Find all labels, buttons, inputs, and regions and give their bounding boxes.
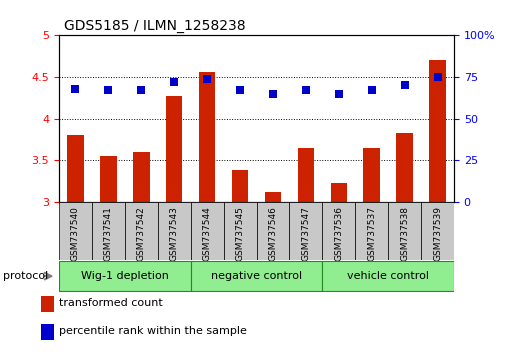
Bar <box>41 296 54 312</box>
Bar <box>59 261 191 291</box>
Bar <box>265 192 281 202</box>
Bar <box>355 202 388 260</box>
Bar <box>199 72 215 202</box>
Point <box>104 87 112 93</box>
Point <box>137 87 145 93</box>
Bar <box>232 170 248 202</box>
Text: Wig-1 depletion: Wig-1 depletion <box>81 271 169 281</box>
Text: GSM737540: GSM737540 <box>71 206 80 261</box>
Bar <box>388 202 421 260</box>
Text: GSM737547: GSM737547 <box>301 206 310 261</box>
Text: GSM737537: GSM737537 <box>367 206 376 262</box>
Point <box>401 82 409 88</box>
Bar <box>100 156 116 202</box>
Text: GSM737542: GSM737542 <box>137 206 146 261</box>
Point <box>334 91 343 97</box>
Bar <box>364 148 380 202</box>
Text: percentile rank within the sample: percentile rank within the sample <box>59 326 247 336</box>
Bar <box>92 202 125 260</box>
Bar <box>397 133 413 202</box>
Bar <box>191 261 322 291</box>
Text: protocol: protocol <box>3 271 48 281</box>
Bar <box>256 202 289 260</box>
Bar <box>322 261 454 291</box>
Text: GSM737536: GSM737536 <box>334 206 343 262</box>
Point <box>71 86 80 91</box>
Text: GSM737545: GSM737545 <box>235 206 245 261</box>
Point <box>236 87 244 93</box>
Text: GSM737544: GSM737544 <box>203 206 212 261</box>
Bar <box>298 148 314 202</box>
Bar <box>330 183 347 202</box>
Text: GSM737543: GSM737543 <box>170 206 179 261</box>
Bar <box>191 202 224 260</box>
Point <box>433 74 442 80</box>
Text: vehicle control: vehicle control <box>347 271 429 281</box>
Bar <box>224 202 256 260</box>
Bar <box>125 202 158 260</box>
Text: GSM737538: GSM737538 <box>400 206 409 262</box>
Text: transformed count: transformed count <box>59 298 163 308</box>
Bar <box>322 202 355 260</box>
Bar <box>429 59 446 202</box>
Text: GSM737546: GSM737546 <box>268 206 278 261</box>
Bar <box>421 202 454 260</box>
Bar <box>59 202 92 260</box>
Bar <box>289 202 322 260</box>
Point <box>302 87 310 93</box>
Text: GSM737539: GSM737539 <box>433 206 442 262</box>
Bar <box>67 135 84 202</box>
Point <box>203 76 211 81</box>
Point <box>368 87 376 93</box>
Text: GSM737541: GSM737541 <box>104 206 113 261</box>
Text: negative control: negative control <box>211 271 302 281</box>
Bar <box>166 96 183 202</box>
Point <box>269 91 277 97</box>
Point <box>170 79 179 85</box>
Text: GDS5185 / ILMN_1258238: GDS5185 / ILMN_1258238 <box>64 19 246 34</box>
Bar <box>158 202 191 260</box>
Bar <box>133 152 149 202</box>
Bar <box>41 324 54 340</box>
